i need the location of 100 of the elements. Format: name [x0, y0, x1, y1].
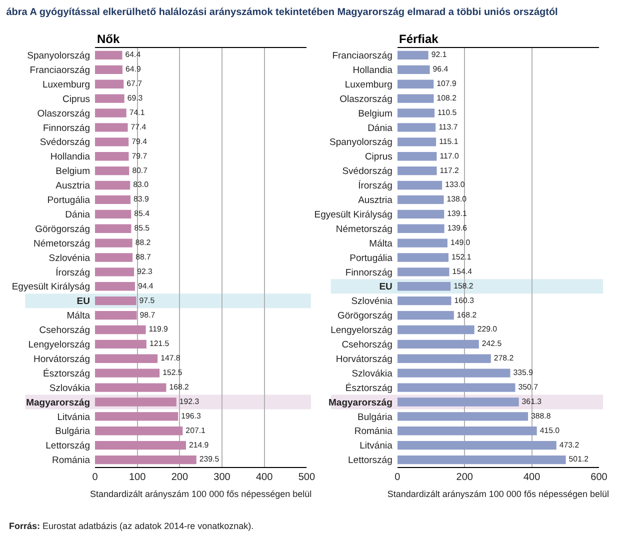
- y-tick-label: Magyarország: [328, 397, 393, 408]
- data-label: 64.9: [125, 64, 141, 74]
- y-tick-label: Svédország: [342, 166, 392, 178]
- y-tick-label: Franciaország: [30, 64, 90, 76]
- bar: [95, 195, 131, 204]
- bar: [397, 426, 537, 436]
- bar: [397, 412, 528, 421]
- x-axis-title: Standardizált arányszám 100 000 fős népességen belül: [387, 488, 610, 499]
- bar: [397, 340, 479, 349]
- data-label: 152.1: [452, 252, 472, 262]
- data-label: 113.7: [438, 122, 458, 132]
- bar: [397, 166, 437, 176]
- bar: [397, 94, 434, 103]
- data-label: 388.8: [531, 411, 552, 420]
- y-tick-label: Ciprus: [62, 94, 90, 105]
- bar: [95, 224, 132, 233]
- bar: [95, 268, 134, 276]
- data-label: 88.2: [135, 238, 151, 248]
- data-label: 83.9: [134, 194, 149, 204]
- bar: [397, 65, 430, 74]
- y-tick-label: Bulgária: [55, 426, 91, 438]
- bar: [95, 123, 128, 132]
- data-label: 152.5: [162, 368, 183, 378]
- data-label: 160.3: [454, 296, 475, 305]
- y-tick-label: Csehország: [342, 340, 392, 351]
- y-tick-label: Lettország: [348, 455, 392, 466]
- y-tick-label: Lengyelország: [28, 340, 90, 351]
- data-label: 108.2: [436, 94, 456, 103]
- text: Forrás: Eurostat adatbázis (az adatok 2014-re vonatkoznak).: [9, 521, 254, 531]
- data-label: 74.1: [129, 108, 145, 117]
- data-label: 96.4: [432, 64, 449, 74]
- y-tick-label: Hollandia: [50, 152, 91, 163]
- bar: [397, 354, 491, 363]
- bar: [397, 123, 436, 132]
- bar: [397, 368, 510, 378]
- y-tick-label: Franciaország: [332, 50, 392, 62]
- y-tick-label: Románia: [52, 455, 91, 466]
- bar: [397, 383, 516, 392]
- y-tick-label: Írország: [56, 266, 90, 278]
- bar: [95, 80, 124, 88]
- y-tick-label: Horvátország: [336, 354, 392, 365]
- bar: [397, 268, 450, 276]
- data-label: 196.3: [181, 411, 202, 420]
- y-tick-label: Ciprus: [364, 152, 393, 163]
- y-tick-label: Portugália: [350, 252, 394, 264]
- y-tick-label: Olaszország: [340, 94, 392, 105]
- y-tick-label: Bulgária: [358, 412, 394, 423]
- data-label: 168.2: [456, 310, 477, 320]
- y-tick-label: Spanyolország: [27, 50, 90, 62]
- data-label: 147.8: [160, 354, 181, 363]
- data-label: 92.3: [137, 266, 154, 276]
- x-axis-title: Standardizált arányszám 100 000 fős népességen belül: [90, 488, 312, 499]
- data-label: 79.4: [132, 136, 148, 146]
- data-label: 119.9: [148, 324, 168, 334]
- bar: [95, 426, 183, 436]
- data-label: 98.7: [140, 310, 156, 320]
- y-tick-label: Spanyolország: [330, 137, 392, 148]
- bar: [95, 253, 133, 262]
- y-tick-label: Ausztria: [358, 195, 394, 206]
- y-tick-label: EU: [379, 282, 393, 293]
- x-tick-label: 200: [456, 472, 474, 483]
- y-tick-label: Olaszország: [37, 108, 90, 120]
- data-label: 94.4: [138, 281, 154, 290]
- data-label: 239.5: [199, 454, 220, 464]
- bar: [95, 325, 146, 334]
- x-tick-label: 200: [171, 472, 188, 483]
- bar: [397, 152, 437, 161]
- data-label: 64.4: [125, 50, 142, 60]
- bar: [95, 383, 166, 392]
- data-label: 138.0: [446, 194, 468, 204]
- y-tick-label: Lengyelország: [330, 325, 392, 336]
- bar: [397, 398, 519, 406]
- data-label: 121.5: [149, 339, 170, 348]
- x-tick-label: 0: [92, 472, 98, 483]
- bar: [95, 412, 178, 421]
- bar: [95, 166, 130, 176]
- data-label: 117.0: [440, 151, 460, 160]
- chart-subtitle: Nők: [97, 32, 120, 46]
- y-tick-label: Dánia: [368, 122, 394, 134]
- bar: [95, 354, 158, 363]
- y-tick-label: Finnország: [345, 267, 392, 278]
- bar: [397, 296, 452, 306]
- bar: [397, 210, 444, 218]
- x-tick-label: 500: [298, 472, 316, 483]
- x-tick-label: 600: [590, 472, 608, 483]
- y-tick-label: Csehország: [39, 325, 90, 336]
- bar: [397, 180, 442, 190]
- data-label: 168.2: [169, 382, 189, 392]
- data-label: 361.3: [522, 396, 542, 406]
- bar: [397, 440, 556, 450]
- y-tick-label: Görögország: [337, 310, 392, 322]
- data-label: 229.0: [477, 324, 498, 334]
- bar: [95, 65, 122, 74]
- y-tick-label: Litvánia: [360, 440, 394, 452]
- y-tick-label: Észtország: [345, 382, 392, 394]
- y-tick-label: Portugália: [47, 195, 91, 206]
- data-label: 83.0: [133, 180, 150, 190]
- data-label: 79.7: [132, 151, 148, 160]
- bar: [397, 50, 428, 60]
- chart-title: Férfiak: [399, 32, 439, 46]
